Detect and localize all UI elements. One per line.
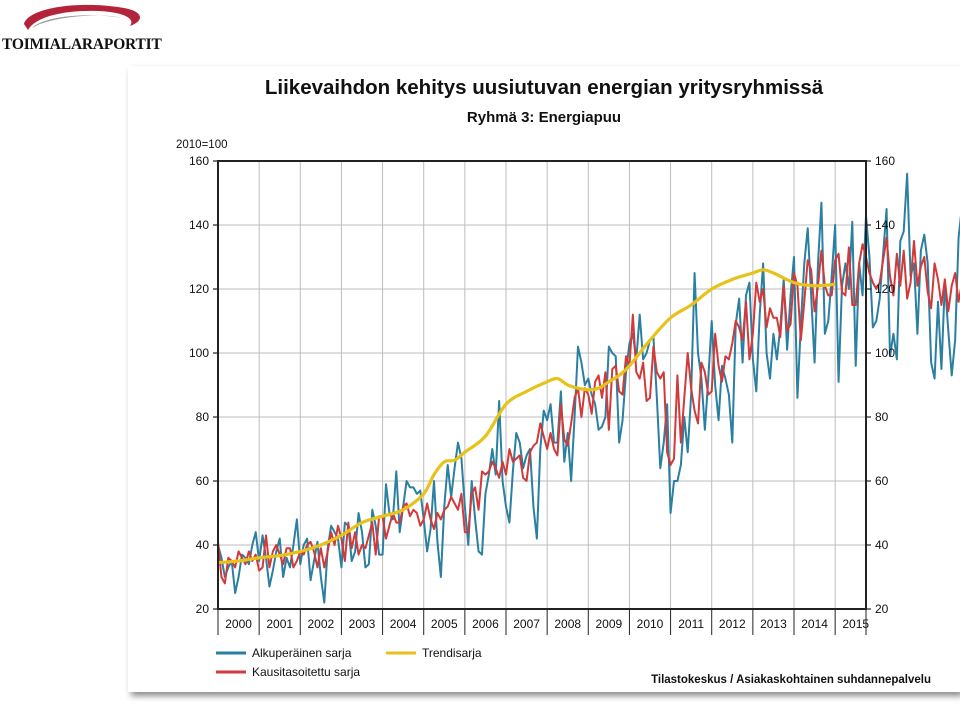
chart: Liikevaihdon kehitys uusiutuvan energian… (176, 76, 960, 686)
x-tick-label: 2012 (719, 617, 746, 631)
legend-label-original: Alkuperäinen sarja (252, 646, 352, 660)
legend-label-trend: Trendisarja (422, 646, 482, 660)
y-tick-label-left: 120 (189, 282, 209, 296)
y-tick-label-left: 160 (189, 154, 209, 168)
y-tick-label-right: 140 (875, 218, 895, 232)
x-tick-label: 2014 (801, 617, 828, 631)
x-tick-label: 2000 (225, 617, 252, 631)
series-line-original (217, 172, 960, 604)
x-tick-label: 2008 (554, 617, 581, 631)
grid (218, 161, 866, 609)
logo-text: TOIMIALARAPORTIT (2, 36, 162, 53)
y-tick-label-right: 60 (875, 474, 889, 488)
x-tick-label: 2010 (637, 617, 664, 631)
x-tick-label: 2006 (472, 617, 499, 631)
source-label: Tilastokeskus / Asiakaskohtainen suhdann… (651, 674, 931, 686)
chart-title: Liikevaihdon kehitys uusiutuvan energian… (265, 76, 824, 99)
legend-label-seasonal: Kausitasoitettu sarja (252, 665, 360, 679)
y-tick-label-right: 80 (875, 410, 889, 424)
y-tick-label-left: 20 (196, 602, 210, 616)
x-tick-label: 2002 (308, 617, 335, 631)
chart-card: Liikevaihdon kehitys uusiutuvan energian… (128, 66, 960, 692)
y-tick-label-right: 20 (875, 602, 889, 616)
x-tick-label: 2004 (390, 617, 417, 631)
legend: Alkuperäinen sarja Kausitasoitettu sarja… (216, 646, 482, 679)
y-tick-label-right: 120 (875, 282, 895, 296)
x-tick-label: 2011 (678, 617, 704, 631)
chart-subtitle: Ryhmä 3: Energiapuu (467, 109, 621, 126)
index-label: 2010=100 (176, 139, 228, 151)
x-tick-label: 2015 (842, 617, 869, 631)
y-tick-label-right: 160 (875, 154, 895, 168)
logo: TOIMIALARAPORTIT (0, 0, 170, 60)
axes: 20 20 40 40 60 60 80 80 100 100 120 120 140 140 160 160… (189, 154, 895, 635)
y-tick-label-left: 140 (189, 218, 209, 232)
y-tick-label-left: 80 (196, 410, 210, 424)
logo-swoosh-icon (24, 4, 141, 30)
y-tick-label-left: 100 (189, 346, 209, 360)
y-tick-label-right: 40 (875, 538, 889, 552)
series-line-trend (217, 268, 836, 565)
y-tick-label-left: 40 (196, 538, 210, 552)
y-tick-label-left: 60 (196, 474, 210, 488)
x-tick-label: 2013 (760, 617, 787, 631)
series-group (217, 172, 960, 604)
y-tick-label-right: 100 (875, 346, 895, 360)
x-tick-label: 2001 (266, 617, 293, 631)
plot-frame (217, 160, 867, 610)
x-tick-label: 2009 (596, 617, 623, 631)
x-tick-label: 2003 (349, 617, 376, 631)
x-tick-label: 2007 (513, 617, 540, 631)
x-tick-label: 2005 (431, 617, 458, 631)
